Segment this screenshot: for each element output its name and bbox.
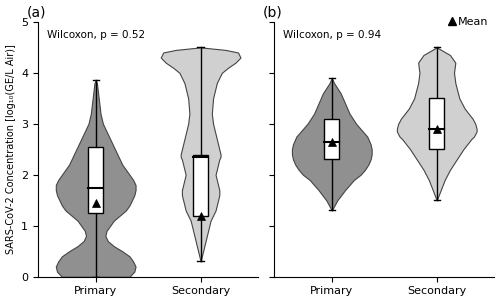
- Bar: [430, 98, 444, 149]
- Legend: Mean: Mean: [445, 12, 494, 31]
- Bar: [194, 156, 208, 216]
- Text: Wilcoxon, p = 0.52: Wilcoxon, p = 0.52: [47, 30, 145, 40]
- Y-axis label: SARS-CoV-2 Concentration [log₁₀(GE/L Air)]: SARS-CoV-2 Concentration [log₁₀(GE/L Air…: [6, 44, 16, 254]
- Text: (a): (a): [27, 5, 46, 19]
- Bar: [88, 147, 103, 213]
- Text: Wilcoxon, p = 0.94: Wilcoxon, p = 0.94: [283, 30, 381, 40]
- Text: (b): (b): [263, 5, 283, 19]
- Bar: [324, 119, 339, 159]
